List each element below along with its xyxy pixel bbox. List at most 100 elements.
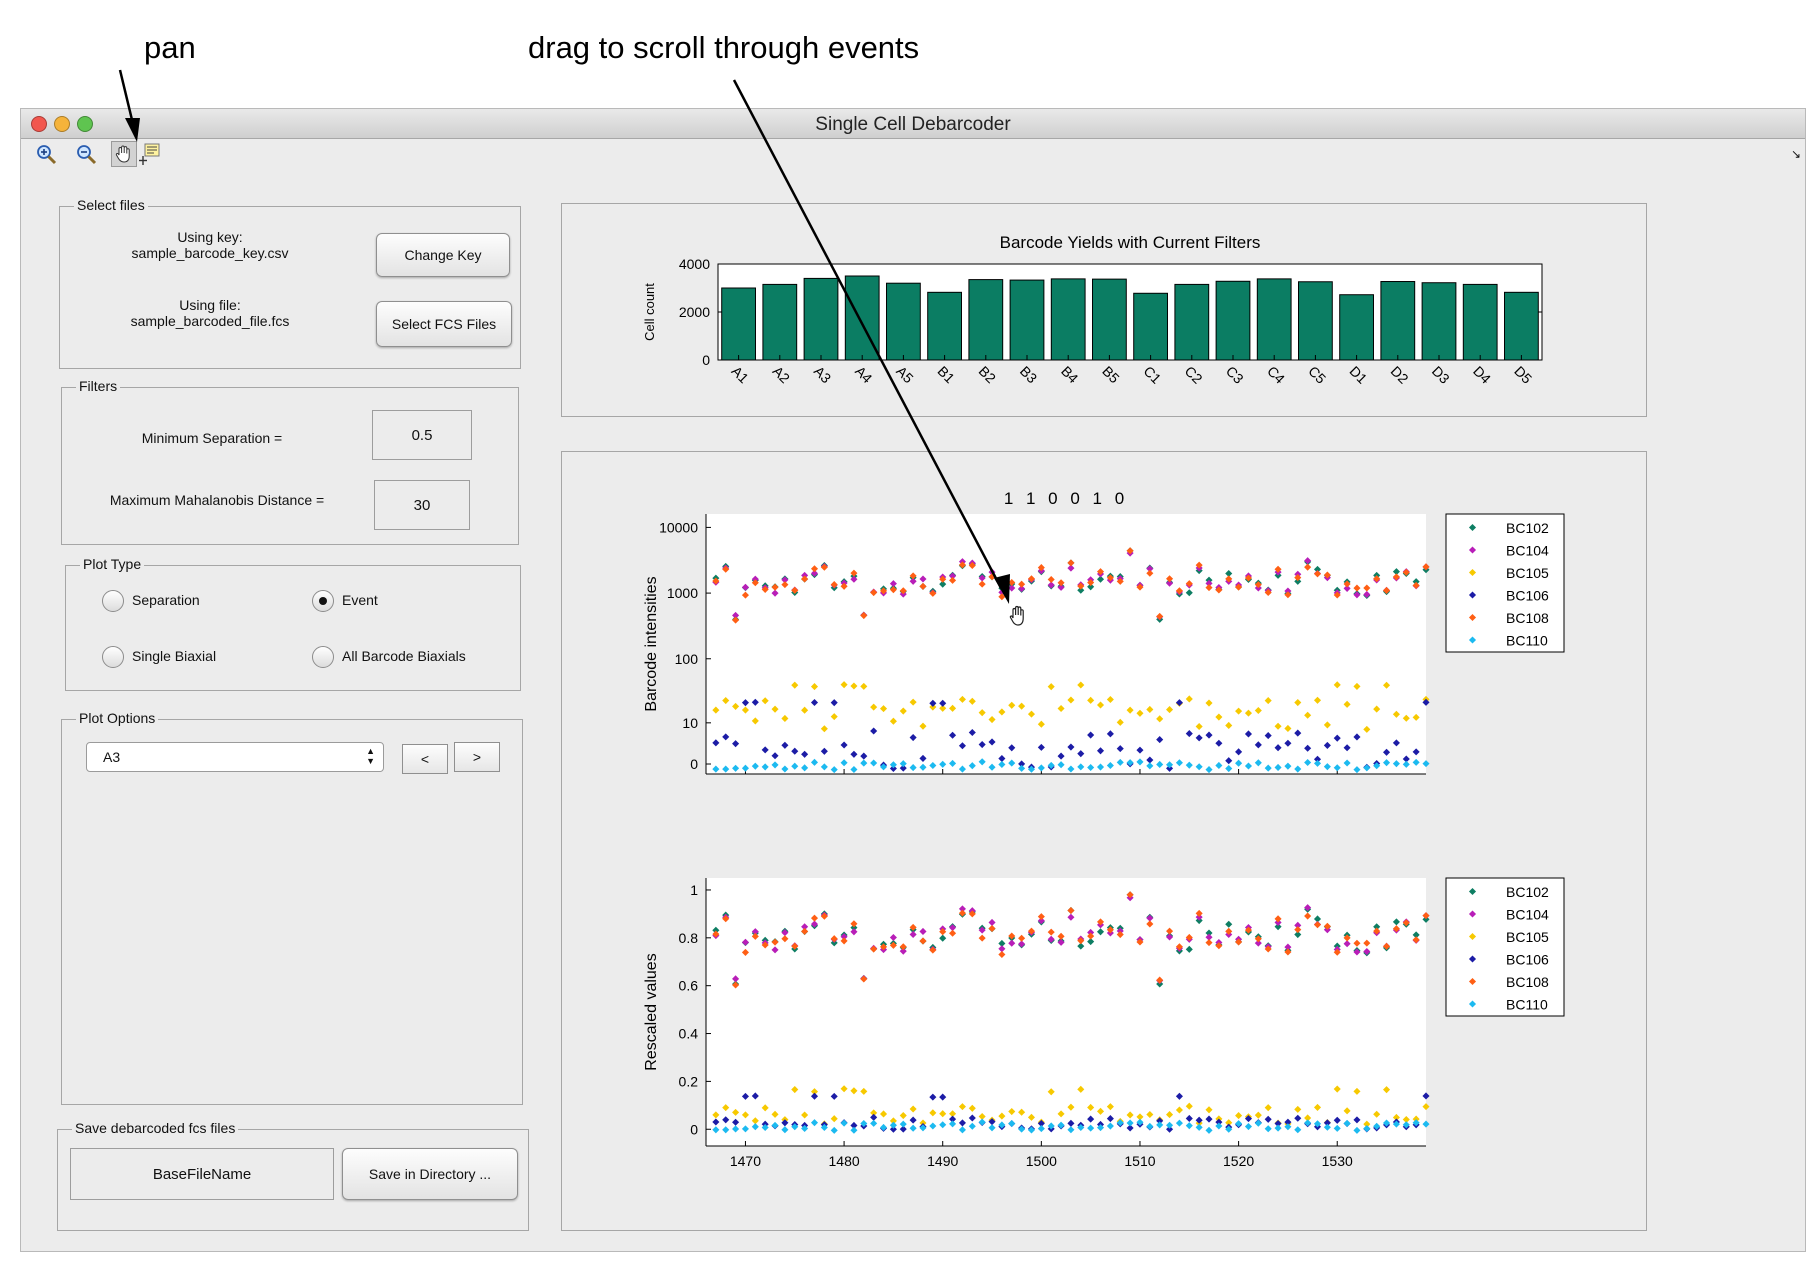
previous-event-button[interactable]: < — [402, 744, 448, 774]
bar-A3 — [803, 277, 839, 361]
intensity-point-BC108 — [929, 589, 937, 597]
radio-all-barcode-biaxials[interactable] — [312, 646, 334, 668]
rescaled-point-BC110 — [761, 1123, 769, 1132]
key-filename: sample_barcode_key.csv — [131, 245, 289, 261]
rescaled-point-BC108 — [1027, 927, 1036, 935]
radio-separation[interactable] — [102, 590, 124, 612]
select-files-group: Select files Using key: sample_barcode_k… — [59, 197, 521, 369]
rescaled-point-BC106 — [1087, 1115, 1095, 1123]
intensity-point-BC105 — [988, 715, 996, 724]
intensity-point-BC105 — [781, 714, 789, 723]
bar-xlabel-D1: D1 — [1346, 363, 1370, 387]
rescaled-legend-label-BC102: BC102 — [1506, 884, 1549, 900]
rescaled-point-BC104 — [1008, 939, 1016, 947]
barcode-select-value: A3 — [103, 749, 121, 765]
rescaled-xtick-label: 1480 — [829, 1153, 860, 1169]
rescaled-point-BC108 — [1018, 934, 1026, 942]
rescaled-point-BC110 — [1333, 1124, 1341, 1132]
bar-B3 — [1009, 279, 1045, 361]
save-label: Save debarcoded fcs files — [72, 1120, 239, 1136]
pan-button[interactable] — [111, 141, 137, 167]
file-label-line1: Using file: — [179, 297, 241, 313]
intensity-point-BC110 — [1136, 758, 1144, 766]
zoom-in-button[interactable] — [33, 141, 59, 167]
max-mahalanobis-input[interactable]: 30 — [374, 480, 470, 530]
intensity-point-BC105 — [850, 682, 858, 690]
intensity-point-BC105 — [1235, 707, 1243, 715]
barcode-select[interactable]: A3 ▲ ▼ — [86, 742, 384, 772]
intensity-point-BC106 — [958, 742, 966, 750]
save-in-directory-button[interactable]: Save in Directory ... — [342, 1148, 518, 1200]
intensity-point-BC105 — [998, 708, 1006, 716]
intensity-point-BC105 — [1008, 701, 1016, 709]
rescaled-point-BC108 — [1343, 934, 1351, 942]
rescaled-ytick-label: 0.8 — [679, 930, 699, 946]
intensity-point-BC110 — [1146, 762, 1154, 770]
bar-C5 — [1298, 281, 1333, 361]
zoom-window-button[interactable] — [77, 116, 93, 132]
intensity-point-BC106 — [820, 747, 828, 755]
intensity-point-BC110 — [1353, 766, 1361, 774]
rescaled-point-BC108 — [909, 923, 917, 931]
radio-single-biaxial[interactable] — [102, 646, 124, 668]
rescaled-point-BC108 — [879, 943, 888, 951]
intensity-legend — [1445, 513, 1565, 653]
intensity-point-BC110 — [879, 763, 888, 771]
intensity-point-BC106 — [1037, 743, 1045, 751]
rescaled-point-BC104 — [919, 927, 927, 936]
bar-xlabel-A2: A2 — [770, 363, 794, 387]
rescaled-point-BC105 — [771, 1110, 779, 1118]
rescaled-ytick-label: 0.4 — [679, 1026, 699, 1042]
bar-A1 — [721, 287, 756, 361]
rescaled-point-BC110 — [1027, 1126, 1036, 1134]
intensity-point-BC106 — [1353, 733, 1361, 741]
scroll-annotation: drag to scroll through events — [528, 30, 920, 65]
bar-C1 — [1133, 292, 1168, 361]
rescaled-point-BC104 — [732, 975, 740, 983]
intensity-point-BC105 — [1392, 710, 1400, 718]
intensity-point-BC110 — [1037, 764, 1045, 772]
rescaled-xtick-label: 1510 — [1124, 1153, 1155, 1169]
rescaled-point-BC106 — [988, 1118, 996, 1126]
rescaled-point-BC102 — [1294, 930, 1302, 939]
intensity-point-BC106 — [1392, 739, 1400, 747]
intensity-point-BC106 — [1146, 756, 1154, 764]
intensity-title: 1 1 0 0 1 0 — [1004, 489, 1128, 508]
bar-xlabel-C5: C5 — [1305, 363, 1329, 387]
intensity-point-BC110 — [978, 758, 986, 766]
rescaled-point-BC108 — [1235, 938, 1243, 946]
rescaled-point-BC110 — [1037, 1125, 1045, 1133]
data-cursor-button[interactable] — [137, 141, 163, 167]
rescaled-point-BC104 — [899, 947, 907, 955]
intensity-point-BC110 — [1244, 762, 1253, 770]
intensity-point-BC110 — [919, 763, 927, 771]
bar-ytick-label: 2000 — [679, 304, 710, 320]
intensity-point-BC106 — [751, 698, 759, 706]
select-fcs-files-button[interactable]: Select FCS Files — [376, 301, 512, 347]
rescaled-point-BC108 — [929, 946, 937, 954]
rescaled-point-BC108 — [988, 924, 996, 933]
rescaled-point-BC110 — [958, 1126, 966, 1134]
dock-arrow-icon[interactable]: ↘ — [1790, 147, 1801, 161]
rescaled-point-BC106 — [810, 1092, 819, 1100]
intensity-point-BC102 — [1392, 568, 1400, 576]
min-separation-input[interactable]: 0.5 — [372, 410, 472, 460]
rescaled-point-BC105 — [1077, 1085, 1085, 1093]
zoom-out-button[interactable] — [73, 141, 99, 167]
radio-event[interactable] — [312, 590, 334, 612]
intensity-point-BC102 — [1294, 577, 1302, 585]
rescaled-point-BC104 — [1343, 940, 1351, 948]
base-filename-input[interactable]: BaseFileName — [70, 1148, 334, 1200]
intensity-point-BC110 — [1077, 763, 1085, 771]
bar-B5 — [1092, 278, 1127, 361]
close-window-button[interactable] — [31, 116, 47, 132]
intensity-point-BC105 — [1096, 701, 1105, 709]
minimize-window-button[interactable] — [54, 116, 70, 132]
change-key-button[interactable]: Change Key — [376, 233, 510, 277]
next-event-button[interactable]: > — [454, 742, 500, 772]
bar-xlabel-B1: B1 — [934, 363, 958, 387]
intensity-point-BC108 — [1353, 584, 1361, 592]
rescaled-point-BC106 — [1294, 1114, 1302, 1122]
intensity-point-BC106 — [1254, 741, 1262, 749]
